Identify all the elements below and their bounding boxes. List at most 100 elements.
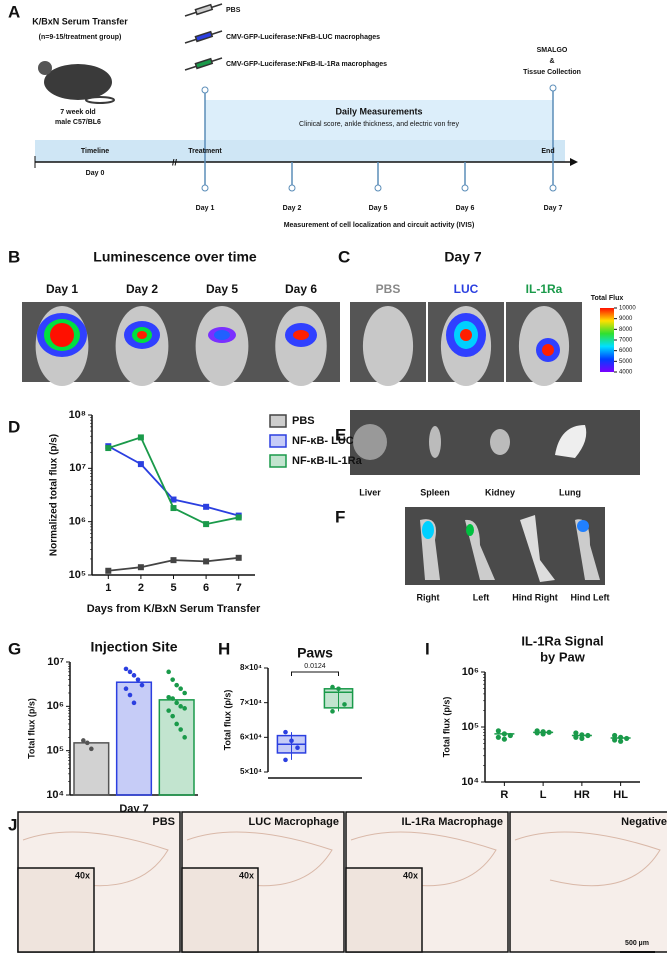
bar (73, 742, 110, 796)
mouse-label: male C57/BL6 (55, 119, 101, 126)
panel-title: Luminescence over time (93, 249, 257, 265)
tissue-contour (350, 831, 497, 887)
point (166, 694, 171, 700)
point (139, 682, 145, 688)
y-tick-label: 10⁵ (462, 721, 479, 733)
panel-letter: B (8, 247, 20, 266)
point (540, 731, 546, 737)
paw-label: Hind Left (571, 592, 610, 602)
point (131, 673, 137, 678)
tissue-contour (22, 831, 169, 887)
chart-title: by Paw (540, 649, 586, 664)
charts: 10⁵ 10⁶ 10⁷ 10⁸ Normalized total flux (p/s) D… (26, 409, 640, 815)
panel-letter: I (425, 639, 430, 658)
x-axis-label: Days from K/BxN Serum Transfer (87, 603, 261, 615)
bar-label: Timeline (81, 148, 109, 155)
point (336, 686, 341, 692)
paw-label: Left (473, 592, 490, 602)
bar-label: Treatment (188, 148, 222, 155)
y-tick-label: 10⁷ (47, 656, 64, 668)
measurement-band (205, 100, 553, 140)
colorbar-tick-label: 5000 (619, 359, 633, 365)
colorbar-title: Total Flux (591, 295, 624, 302)
marker (203, 521, 210, 528)
paw-label: Hind Right (512, 592, 558, 602)
point (573, 730, 579, 736)
panel-letter: D (8, 417, 20, 436)
organ-label: Liver (359, 487, 381, 497)
point (330, 709, 335, 714)
subtitle: (n=9-15/treatment group) (39, 34, 122, 41)
signal (137, 331, 147, 339)
colorbar (600, 308, 614, 372)
point (495, 734, 501, 740)
colorbar-tick-label: 7000 (619, 338, 633, 344)
start-label: Day 0 (86, 170, 105, 177)
point (283, 757, 288, 763)
panel-letter: E (335, 425, 346, 444)
legend-label: NF-κB-IL-1Ra (292, 455, 363, 467)
legend-swatch (269, 454, 287, 468)
point (135, 677, 141, 682)
colorbar-tick-label: 6000 (619, 348, 633, 354)
point (618, 738, 624, 744)
point (612, 732, 618, 739)
point (579, 732, 585, 738)
point (579, 735, 585, 742)
y-tick-label: 10⁴ (46, 789, 64, 801)
panel-letter: A (8, 2, 20, 21)
point (166, 708, 171, 713)
signal (214, 330, 230, 340)
point (174, 682, 179, 688)
panel-letter: J (8, 815, 17, 834)
inset-label: 40x (239, 870, 254, 880)
imaging-label: Measurement of cell localization and cir… (284, 222, 475, 229)
luminescence-images: Day 1 Day 2 Day 5 Day 6 (22, 282, 340, 386)
point (81, 738, 86, 743)
day-label: Day 1 (196, 205, 215, 212)
inset (345, 867, 423, 953)
point (501, 731, 507, 737)
legend-swatch (269, 414, 287, 428)
inset (181, 867, 259, 953)
connector-node (201, 86, 209, 94)
y-axis-label: Normalized total flux (p/s) (49, 434, 60, 556)
y-tick-label: 8×10⁴ (240, 663, 262, 672)
point (507, 732, 513, 739)
point (295, 745, 300, 751)
x-tick-label: HL (613, 789, 628, 801)
timeline-arrow (570, 158, 578, 166)
tissue-contour (514, 831, 661, 887)
x-tick-label: R (500, 789, 508, 801)
point (89, 746, 94, 752)
scale-label: 500 µm (625, 940, 649, 947)
point (170, 713, 175, 719)
x-tick-label: 7 (236, 582, 242, 594)
point (501, 736, 507, 742)
marker (170, 496, 177, 503)
point (166, 669, 171, 675)
point (174, 721, 179, 727)
histology: PBS 40x LUC Macrophage 40x IL-1Ra Macrophage… (17, 811, 667, 953)
paws (420, 515, 600, 582)
title: K/BxN Serum Transfer (32, 16, 128, 26)
connector-node (549, 84, 557, 92)
y-tick-label: 10⁵ (69, 569, 86, 581)
daily-label: Daily Measurements (335, 106, 422, 116)
organ-label: Spleen (420, 487, 450, 497)
colorbar-ticks: 4000 5000 6000 7000 8000 9000 10000 (614, 306, 636, 376)
y-tick-label: 10⁵ (47, 745, 64, 757)
axis-break: // (172, 157, 178, 167)
day-label: Day 1 (46, 282, 78, 296)
point (546, 729, 552, 735)
marker (105, 445, 112, 452)
annotation: 0.0124 (304, 663, 326, 670)
marker (170, 557, 177, 564)
inset-label: 40x (75, 870, 90, 880)
y-tick-label: 5×10⁴ (240, 767, 262, 776)
endpoint-label: & (549, 58, 554, 65)
marker (235, 554, 242, 561)
panel-letter: C (338, 247, 350, 266)
chart-title: IL-1Ra Signal (521, 633, 603, 648)
x-tick-label: 5 (170, 582, 176, 594)
